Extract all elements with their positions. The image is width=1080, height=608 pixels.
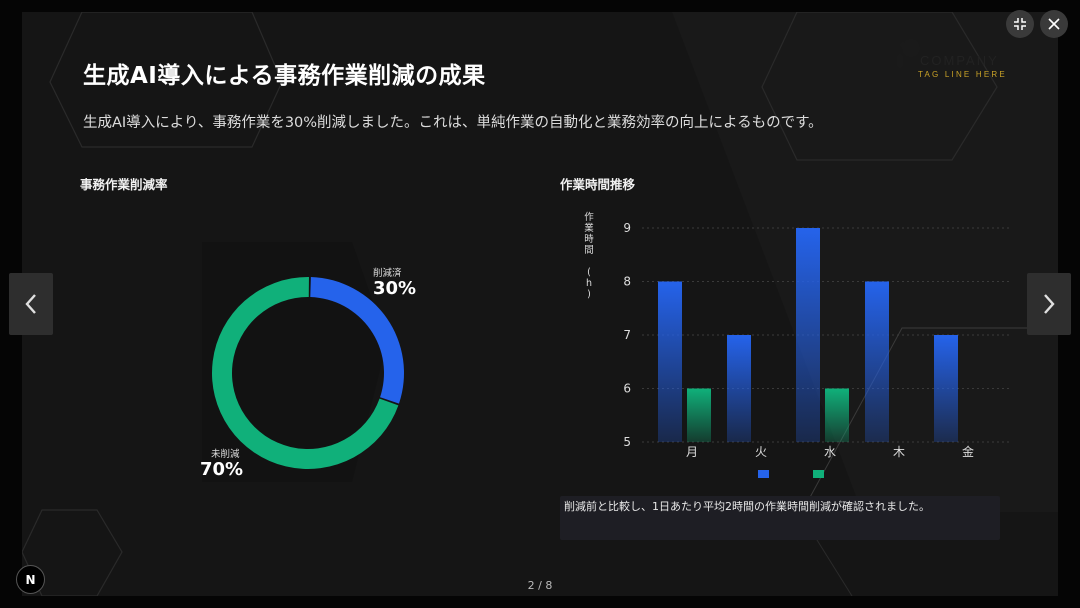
nextjs-badge[interactable]: N bbox=[16, 565, 45, 594]
company-logo: COMPANY TAG LINE HERE bbox=[894, 34, 1024, 84]
bar-水-1 bbox=[825, 388, 849, 442]
donut-chart bbox=[212, 277, 404, 469]
bar-月-0 bbox=[658, 281, 682, 442]
x-tick-label: 水 bbox=[824, 445, 836, 459]
y-axis-label-char: 作 bbox=[584, 211, 594, 223]
chart-note-text: 削減前と比較し、1日あたり平均2時間の作業時間削減が確認されました。 bbox=[564, 500, 930, 513]
next-slide-button[interactable] bbox=[1027, 273, 1071, 335]
legend-swatch-1 bbox=[813, 470, 824, 478]
slide-title: 生成AI導入による事務作業削減の成果 bbox=[83, 63, 486, 89]
close-icon bbox=[1048, 18, 1060, 30]
y-axis-label-char: ( bbox=[587, 267, 591, 278]
x-tick-label: 火 bbox=[755, 445, 767, 459]
bar-木-0 bbox=[865, 281, 889, 442]
x-tick-label: 木 bbox=[893, 445, 905, 459]
chevron-left-icon bbox=[25, 294, 36, 314]
y-axis-label-char: h bbox=[586, 278, 592, 289]
nextjs-badge-label: N bbox=[25, 572, 36, 587]
slide: 生成AI導入による事務作業削減の成果 生成AI導入により、事務作業を30%削減し… bbox=[22, 12, 1058, 596]
legend-swatch-0 bbox=[758, 470, 769, 478]
bar-月-1 bbox=[687, 388, 711, 442]
company-name: COMPANY bbox=[920, 53, 999, 68]
bar-chart-title: 作業時間推移 bbox=[560, 177, 636, 192]
chevron-right-icon bbox=[1044, 294, 1055, 314]
collapse-button[interactable] bbox=[1006, 10, 1034, 38]
bar-chart: 5 6 7 8 9 作業時間 (h) 月 火 水 木 金 bbox=[584, 211, 1012, 478]
donut-value-remaining: 70% bbox=[200, 459, 244, 480]
y-tick-label: 9 bbox=[623, 221, 631, 235]
slide-subtitle: 生成AI導入により、事務作業を30%削減しました。これは、単純作業の自動化と業務… bbox=[83, 115, 823, 131]
y-axis-label-char: 業 bbox=[584, 222, 594, 234]
bar-火-0 bbox=[727, 335, 751, 442]
donut-chart-title: 事務作業削減率 bbox=[80, 177, 168, 192]
donut-label-reduced: 削減済 bbox=[373, 268, 402, 279]
donut-slice-0 bbox=[310, 277, 404, 404]
y-axis-label-char: 時 bbox=[584, 234, 594, 245]
y-tick-label: 8 bbox=[623, 275, 631, 289]
collapse-icon bbox=[1014, 18, 1026, 30]
x-tick-label: 月 bbox=[686, 445, 698, 459]
chart-note: 削減前と比較し、1日あたり平均2時間の作業時間削減が確認されました。 bbox=[560, 496, 1000, 540]
bar-金-0 bbox=[934, 335, 958, 442]
company-tagline: TAG LINE HERE bbox=[918, 70, 1007, 79]
y-tick-label: 7 bbox=[623, 328, 631, 342]
prev-slide-button[interactable] bbox=[9, 273, 53, 335]
page-counter: 2 / 8 bbox=[527, 579, 553, 592]
y-axis-label-char: 間 bbox=[584, 245, 594, 256]
bar-水-0 bbox=[796, 228, 820, 442]
donut-label-remaining: 未削減 bbox=[211, 449, 240, 460]
y-axis-label-char: ) bbox=[587, 289, 591, 300]
y-tick-label: 6 bbox=[623, 382, 631, 396]
x-tick-label: 金 bbox=[962, 444, 974, 459]
donut-value-reduced: 30% bbox=[373, 278, 417, 299]
logo-mark-icon bbox=[897, 39, 920, 68]
y-tick-label: 5 bbox=[623, 435, 631, 449]
close-button[interactable] bbox=[1040, 10, 1068, 38]
